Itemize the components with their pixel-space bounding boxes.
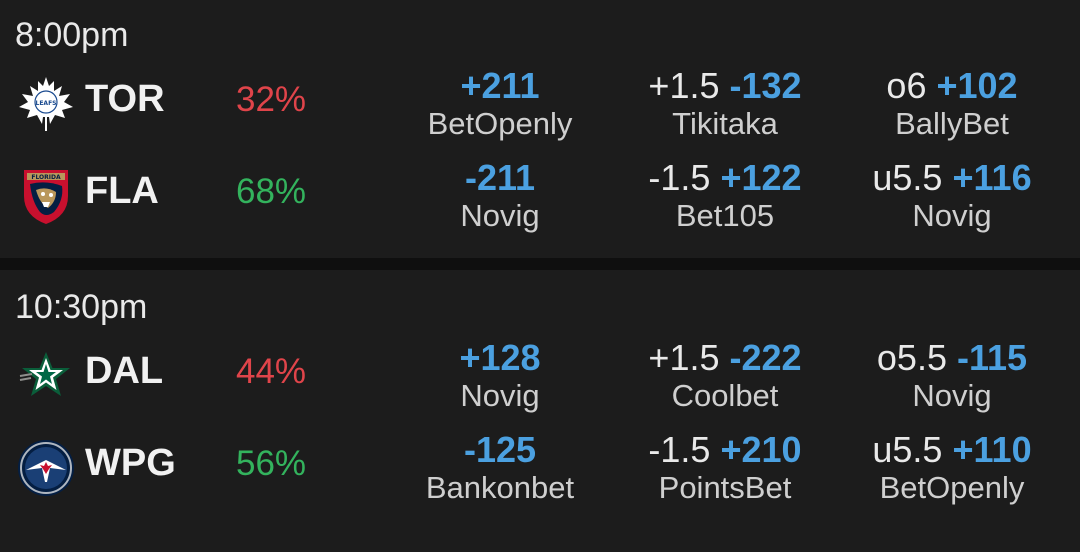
moneyline-price: +211 xyxy=(460,65,540,106)
spread-price: +122 xyxy=(720,157,802,198)
total-cell[interactable]: o6 +102 BallyBet xyxy=(832,66,1072,142)
spread-line: -1.5 xyxy=(648,429,711,470)
win-probability: 68% xyxy=(236,172,307,211)
spread-price: +210 xyxy=(720,429,802,470)
sportsbook-label: Tikitaka xyxy=(672,106,778,141)
sportsbook-label: Novig xyxy=(460,378,540,413)
moneyline-cell[interactable]: -211 Novig xyxy=(380,158,620,234)
total-price: +110 xyxy=(952,429,1032,470)
jets-icon xyxy=(16,438,76,498)
spread-line: +1.5 xyxy=(648,65,720,106)
sportsbook-label: BetOpenly xyxy=(879,470,1025,505)
total-price: -115 xyxy=(957,337,1028,378)
total-line: u5.5 xyxy=(872,157,943,198)
win-probability: 56% xyxy=(236,444,307,483)
stars-icon xyxy=(16,346,76,406)
team-row-fla[interactable]: FLORIDA FLA 68% -211 Novig -1.5 +122 Bet… xyxy=(0,158,1080,258)
sportsbook-label: Bet105 xyxy=(675,198,775,233)
win-probability: 32% xyxy=(236,80,307,119)
team-abbr: DAL xyxy=(85,350,164,392)
spread-cell[interactable]: +1.5 -132 Tikitaka xyxy=(605,66,845,142)
moneyline-cell[interactable]: +211 BetOpenly xyxy=(380,66,620,142)
moneyline-price: -125 xyxy=(463,429,537,470)
spread-cell[interactable]: +1.5 -222 Coolbet xyxy=(605,338,845,414)
moneyline-price: +128 xyxy=(459,337,541,378)
sportsbook-label: BallyBet xyxy=(895,106,1009,141)
sportsbook-label: Novig xyxy=(912,198,992,233)
sportsbook-label: Coolbet xyxy=(671,378,779,413)
game-time: 8:00pm xyxy=(15,16,129,54)
game-panel: 8:00pm LEAFS TOR 32% +211 BetOpenly +1.5… xyxy=(0,0,1080,258)
spread-price: -222 xyxy=(729,337,802,378)
svg-text:LEAFS: LEAFS xyxy=(36,100,57,107)
spread-line: +1.5 xyxy=(648,337,720,378)
game-time: 10:30pm xyxy=(15,288,148,326)
team-abbr: TOR xyxy=(85,78,165,120)
sportsbook-label: Novig xyxy=(912,378,992,413)
team-row-dal[interactable]: DAL 44% +128 Novig +1.5 -222 Coolbet o5.… xyxy=(0,338,1080,438)
total-price: +116 xyxy=(952,157,1032,198)
total-line: o6 xyxy=(886,65,927,106)
total-cell[interactable]: u5.5 +116 Novig xyxy=(832,158,1072,234)
total-price: +102 xyxy=(936,65,1018,106)
spread-cell[interactable]: -1.5 +122 Bet105 xyxy=(605,158,845,234)
team-abbr: WPG xyxy=(85,442,176,484)
total-line: o5.5 xyxy=(876,337,947,378)
sportsbook-label: BetOpenly xyxy=(427,106,573,141)
moneyline-price: -211 xyxy=(464,157,536,198)
svg-text:FLORIDA: FLORIDA xyxy=(31,174,61,181)
sportsbook-label: PointsBet xyxy=(658,470,792,505)
spread-cell[interactable]: -1.5 +210 PointsBet xyxy=(605,430,845,506)
total-cell[interactable]: u5.5 +110 BetOpenly xyxy=(832,430,1072,506)
total-line: u5.5 xyxy=(872,429,943,470)
total-cell[interactable]: o5.5 -115 Novig xyxy=(832,338,1072,414)
team-row-wpg[interactable]: WPG 56% -125 Bankonbet -1.5 +210 PointsB… xyxy=(0,430,1080,530)
sportsbook-label: Bankonbet xyxy=(425,470,575,505)
spread-line: -1.5 xyxy=(648,157,711,198)
moneyline-cell[interactable]: +128 Novig xyxy=(380,338,620,414)
spread-price: -132 xyxy=(729,65,802,106)
panthers-icon: FLORIDA xyxy=(16,166,76,226)
sportsbook-label: Novig xyxy=(460,198,540,233)
maple-leafs-icon: LEAFS xyxy=(16,74,76,134)
win-probability: 44% xyxy=(236,352,307,391)
moneyline-cell[interactable]: -125 Bankonbet xyxy=(380,430,620,506)
team-row-tor[interactable]: LEAFS TOR 32% +211 BetOpenly +1.5 -132 T… xyxy=(0,66,1080,166)
team-abbr: FLA xyxy=(85,170,159,212)
game-panel: 10:30pm DAL 44% +128 Novig +1.5 -222 Coo… xyxy=(0,270,1080,552)
